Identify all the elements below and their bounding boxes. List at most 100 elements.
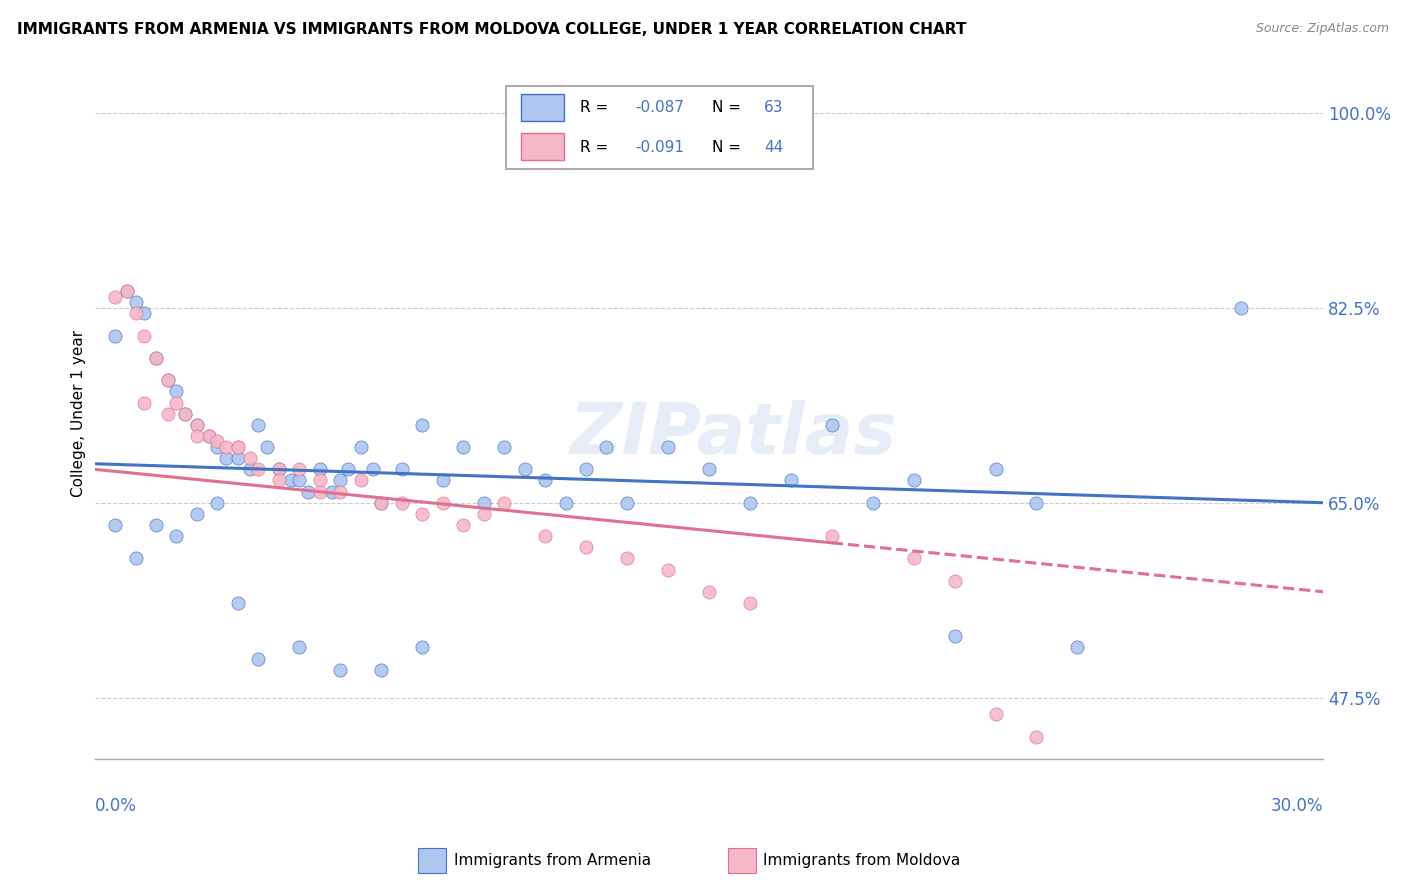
Point — [391, 462, 413, 476]
Point — [124, 306, 146, 320]
Point — [370, 496, 392, 510]
Point — [432, 496, 454, 510]
Point — [104, 328, 127, 343]
Point — [247, 417, 270, 432]
Text: 0.0%: 0.0% — [94, 797, 136, 814]
Point — [280, 474, 302, 488]
Point — [157, 373, 180, 387]
Point — [124, 551, 146, 566]
Point — [329, 484, 352, 499]
Point — [117, 284, 139, 298]
Point — [226, 596, 249, 610]
Point — [186, 417, 208, 432]
Point — [267, 474, 290, 488]
Point — [451, 518, 474, 533]
Point — [207, 434, 229, 449]
Point — [247, 651, 270, 665]
Point — [145, 518, 167, 533]
Text: Immigrants from Armenia: Immigrants from Armenia — [454, 854, 651, 868]
Point — [494, 440, 516, 454]
Point — [821, 529, 844, 543]
Point — [513, 462, 536, 476]
Point — [214, 451, 236, 466]
Point — [411, 640, 433, 655]
Point — [117, 284, 139, 298]
Point — [361, 462, 384, 476]
Point — [337, 462, 360, 476]
Bar — [419, 848, 446, 873]
Point — [198, 429, 221, 443]
Point — [132, 306, 155, 320]
Point — [157, 407, 180, 421]
Point — [616, 551, 638, 566]
Point — [226, 451, 249, 466]
Point — [132, 395, 155, 409]
Point — [370, 663, 392, 677]
Point — [288, 462, 311, 476]
Point — [104, 290, 127, 304]
Point — [166, 384, 188, 399]
Point — [247, 462, 270, 476]
Point — [575, 462, 598, 476]
Point — [173, 407, 195, 421]
Point — [903, 551, 925, 566]
Point — [657, 562, 679, 576]
Point — [166, 529, 188, 543]
Point — [1025, 730, 1047, 744]
Point — [903, 474, 925, 488]
Point — [308, 484, 330, 499]
Text: 30.0%: 30.0% — [1271, 797, 1323, 814]
Point — [821, 417, 844, 432]
Point — [329, 663, 352, 677]
Point — [411, 417, 433, 432]
Point — [350, 474, 373, 488]
Point — [738, 596, 761, 610]
Point — [943, 574, 966, 588]
Point — [308, 474, 330, 488]
Point — [214, 440, 236, 454]
Point — [534, 474, 557, 488]
Point — [595, 440, 617, 454]
Point — [391, 496, 413, 510]
Point — [104, 518, 127, 533]
Y-axis label: College, Under 1 year: College, Under 1 year — [72, 330, 86, 497]
Point — [1025, 496, 1047, 510]
Point — [943, 629, 966, 643]
Point — [432, 474, 454, 488]
Point — [494, 496, 516, 510]
Text: Source: ZipAtlas.com: Source: ZipAtlas.com — [1256, 22, 1389, 36]
Point — [186, 507, 208, 521]
Point — [616, 496, 638, 510]
Point — [256, 440, 278, 454]
Bar — [728, 848, 755, 873]
Point — [472, 507, 495, 521]
Point — [984, 462, 1007, 476]
Text: ZIPatlas: ZIPatlas — [569, 400, 897, 469]
Text: Immigrants from Moldova: Immigrants from Moldova — [763, 854, 960, 868]
Point — [145, 351, 167, 365]
Point — [984, 707, 1007, 722]
Point — [321, 484, 343, 499]
Point — [697, 584, 720, 599]
Point — [124, 295, 146, 310]
Point — [288, 474, 311, 488]
Point — [207, 440, 229, 454]
Point — [329, 474, 352, 488]
Point — [308, 462, 330, 476]
Point — [370, 496, 392, 510]
Point — [198, 429, 221, 443]
Point — [575, 541, 598, 555]
Point — [451, 440, 474, 454]
Point — [145, 351, 167, 365]
Point — [554, 496, 576, 510]
Point — [186, 429, 208, 443]
Point — [534, 529, 557, 543]
Point — [226, 440, 249, 454]
Point — [267, 462, 290, 476]
Point — [411, 507, 433, 521]
Point — [207, 496, 229, 510]
Point — [472, 496, 495, 510]
Point — [779, 474, 801, 488]
Point — [1230, 301, 1253, 315]
Point — [239, 462, 262, 476]
